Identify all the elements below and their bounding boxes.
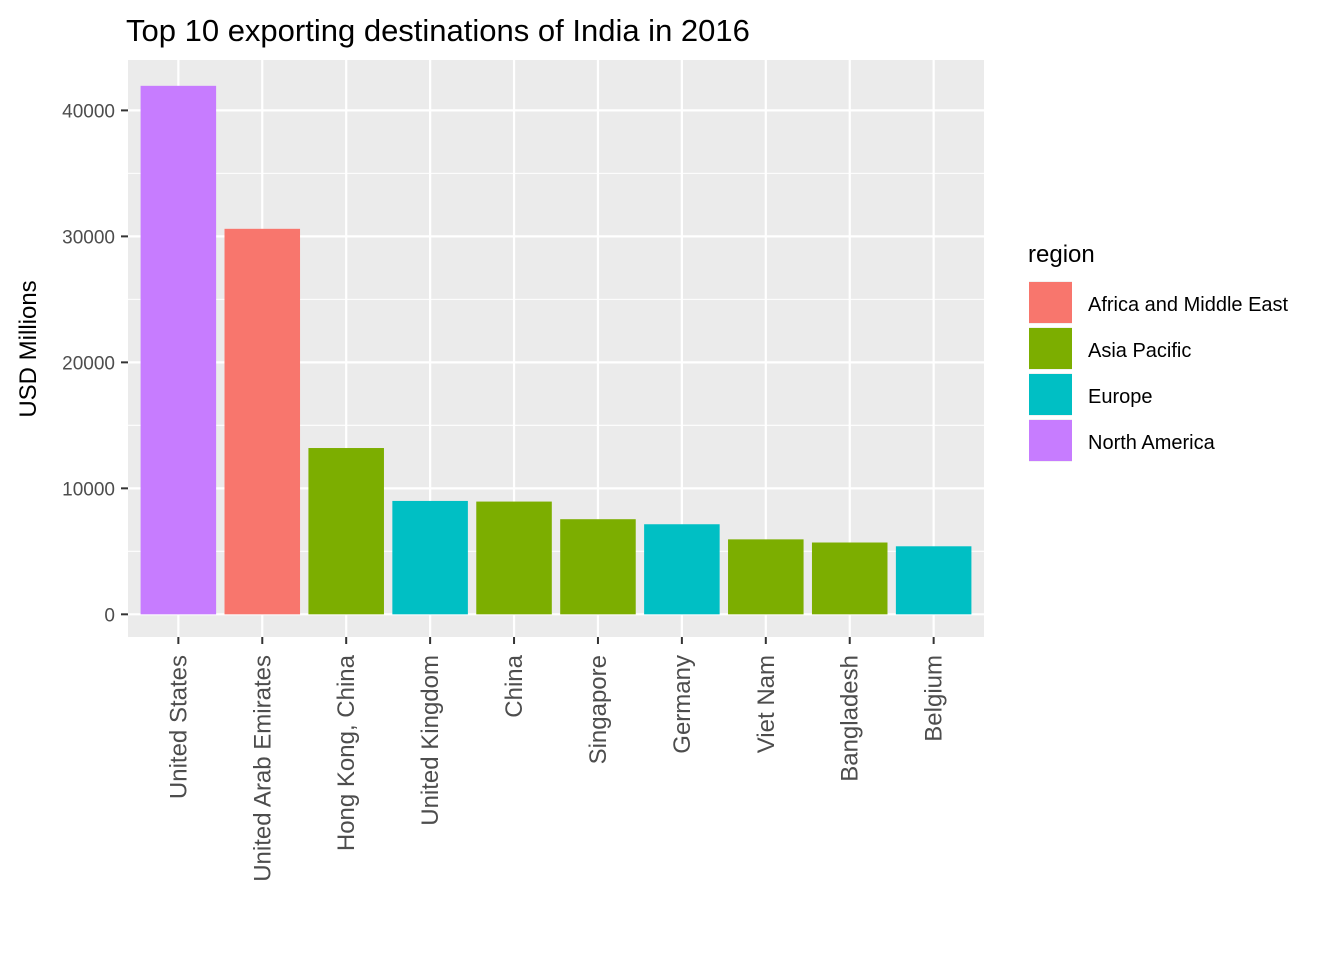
x-tick-label: Bangladesh (837, 655, 864, 782)
legend: region Africa and Middle East Asia Pacifi… (1028, 241, 1289, 462)
legend-label: Asia Pacific (1088, 340, 1191, 362)
legend-swatch (1029, 374, 1072, 415)
bar (728, 539, 804, 615)
x-tick-label: Germany (669, 655, 696, 754)
bar (644, 524, 720, 615)
x-tick-label: China (501, 654, 528, 717)
legend-swatch (1029, 420, 1072, 461)
bar (224, 228, 301, 615)
bar (140, 85, 217, 615)
y-tick-label: 0 (104, 605, 115, 626)
bars (140, 85, 972, 615)
bar (560, 519, 636, 615)
x-tick-label: Singapore (585, 655, 612, 764)
x-tick-label: United Kingdom (417, 655, 444, 826)
x-axis: United States United Arab Emirates Hong Ko… (165, 637, 948, 882)
x-tick-label: United States (165, 655, 192, 799)
legend-label: North America (1088, 432, 1216, 454)
y-axis-label: USD Millions (15, 280, 42, 417)
bar (476, 501, 552, 615)
legend-title: region (1028, 241, 1095, 268)
legend-swatch (1029, 282, 1072, 323)
x-tick-label: United Arab Emirates (249, 655, 276, 882)
y-tick-label: 30000 (62, 227, 115, 248)
bar (308, 448, 384, 615)
legend-label: Africa and Middle East (1088, 294, 1289, 316)
bar (811, 542, 888, 615)
y-axis: 0 10000 20000 30000 40000 (62, 101, 128, 626)
bar (392, 500, 468, 615)
x-tick-label: Viet Nam (753, 655, 780, 753)
y-tick-label: 20000 (62, 353, 115, 374)
x-tick-label: Belgium (921, 655, 948, 742)
x-tick-label: Hong Kong, China (333, 654, 360, 851)
legend-label: Europe (1088, 386, 1153, 408)
chart-title: Top 10 exporting destinations of India i… (126, 13, 750, 48)
legend-swatch (1029, 328, 1072, 369)
y-tick-label: 40000 (62, 101, 115, 122)
bar (895, 546, 972, 615)
y-tick-label: 10000 (62, 479, 115, 500)
